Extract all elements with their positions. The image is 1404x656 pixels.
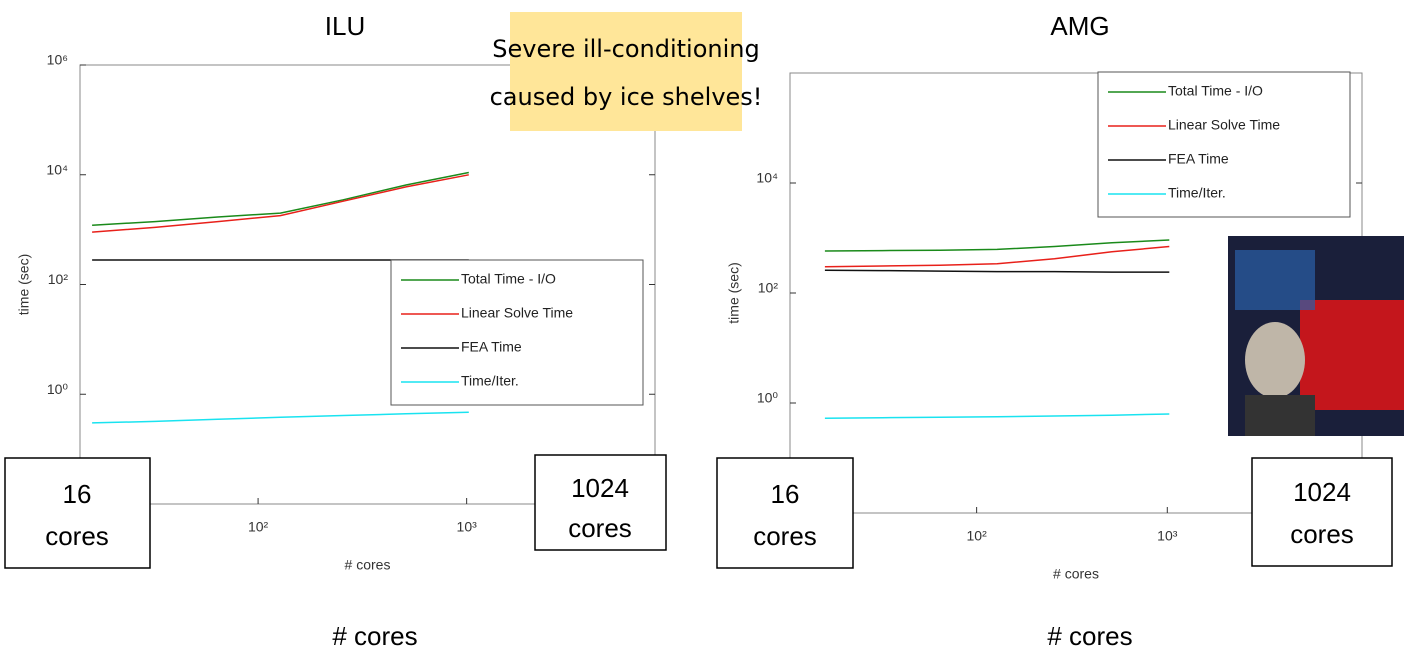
ilu-chart: ILU 10⁰ 10² 10⁴ 10⁶ 10² 10³ # cores time (sec) To… xyxy=(16,11,656,573)
y-tick-label: 10² xyxy=(758,280,779,296)
y-axis-label: time (sec) xyxy=(16,254,32,315)
box-number: 1024 xyxy=(571,473,629,503)
y-tick-label: 10⁰ xyxy=(47,381,69,397)
y-tick-label: 10² xyxy=(48,271,69,287)
box-unit: cores xyxy=(753,521,817,551)
x-tick-label: 10³ xyxy=(1157,528,1178,544)
x-axis-label: # cores xyxy=(1053,566,1099,582)
chart-title: ILU xyxy=(325,11,365,41)
series-line xyxy=(824,239,1170,252)
series-line xyxy=(92,171,469,227)
y-tick-label: 10⁰ xyxy=(757,390,779,406)
box xyxy=(4,457,151,569)
box-unit: cores xyxy=(568,513,632,543)
legend-label: FEA Time xyxy=(461,339,522,355)
y-tick-label: 10⁶ xyxy=(47,52,68,68)
callout-line: caused by ice shelves! xyxy=(490,83,763,111)
x-axis-label: # cores xyxy=(345,557,391,573)
legend-label: Total Time - I/O xyxy=(1168,83,1263,99)
series-line xyxy=(824,269,1170,273)
box xyxy=(716,457,854,569)
series-line xyxy=(92,411,469,424)
chart-title: AMG xyxy=(1050,11,1109,41)
box-number: 16 xyxy=(63,479,92,509)
y-tick-label: 10⁴ xyxy=(756,170,778,186)
y-tick-label: 10⁴ xyxy=(46,161,68,177)
y-axis-label: time (sec) xyxy=(726,262,742,323)
footer-label: # cores xyxy=(1047,621,1132,651)
legend-box xyxy=(390,259,644,406)
box-unit: cores xyxy=(1290,519,1354,549)
photo-figure xyxy=(1245,322,1305,398)
x-tick-label: 10³ xyxy=(457,519,478,535)
x-tick-label: 10² xyxy=(967,528,988,544)
legend-label: Time/Iter. xyxy=(1168,185,1226,201)
x-tick-label: 10² xyxy=(248,519,269,535)
amg-chart: AMG 10⁰ 10² 10⁴ 10² 10³ # cores time (sec) Total… xyxy=(726,11,1363,582)
series-line xyxy=(824,413,1170,419)
photo-panel xyxy=(1300,300,1404,410)
box-number: 1024 xyxy=(1293,477,1351,507)
series-line xyxy=(824,245,1170,268)
box xyxy=(534,454,667,551)
photo-panel xyxy=(1235,250,1315,310)
legend-label: Time/Iter. xyxy=(461,373,519,389)
box-unit: cores xyxy=(45,521,109,551)
legend-label: Total Time - I/O xyxy=(461,271,556,287)
callout-line: Severe ill-conditioning xyxy=(492,35,759,63)
core-boxes: 16 cores 1024 cores 16 cores 1024 cores xyxy=(4,454,1393,569)
callout-box xyxy=(510,12,742,131)
legend-label: FEA Time xyxy=(1168,151,1229,167)
box-number: 16 xyxy=(771,479,800,509)
callout: Severe ill-conditioning caused by ice sh… xyxy=(490,12,763,131)
box xyxy=(1251,457,1393,567)
photo-figure xyxy=(1245,395,1315,436)
legend-label: Linear Solve Time xyxy=(1168,117,1280,133)
legend-box xyxy=(1097,71,1351,218)
series-line xyxy=(92,174,469,233)
footer-label: # cores xyxy=(332,621,417,651)
photo xyxy=(1228,236,1404,436)
legend-label: Linear Solve Time xyxy=(461,305,573,321)
